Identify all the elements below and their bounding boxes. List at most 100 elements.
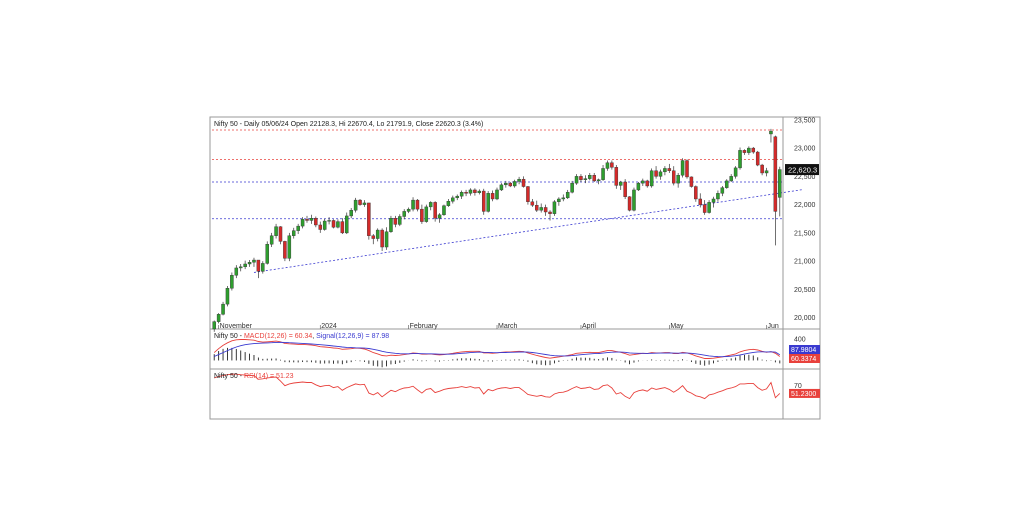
candle [345, 212, 349, 235]
candle [632, 187, 636, 212]
candle [552, 200, 557, 216]
candle-body [495, 189, 499, 200]
price-y-tick-label: 22,000 [794, 202, 816, 209]
candle-body [618, 181, 623, 186]
candle [481, 188, 486, 215]
candle [309, 214, 314, 224]
candle [605, 160, 610, 171]
candle-body [331, 220, 336, 228]
candle-body [424, 206, 429, 222]
candle [521, 176, 526, 188]
x-axis-label: 2024 [321, 323, 337, 330]
candle-body [645, 180, 649, 187]
candle [645, 179, 649, 188]
rsi-line [214, 373, 781, 400]
candle-body [530, 201, 535, 206]
candle-body [676, 175, 680, 184]
candle [596, 178, 601, 185]
candle-body [300, 219, 305, 227]
candle-body [442, 205, 446, 216]
candle [490, 190, 495, 202]
rsi-y-tick-label: 70 [794, 383, 802, 390]
candle [548, 210, 552, 221]
candle [773, 135, 778, 246]
candle-body [380, 229, 384, 248]
candle-body [733, 167, 738, 177]
candle-body [574, 176, 579, 184]
candle [230, 272, 234, 291]
candle [663, 166, 667, 176]
candle-body [274, 226, 278, 236]
candle [574, 174, 579, 185]
candle [733, 166, 738, 179]
candle-body [367, 202, 371, 236]
candle [512, 179, 517, 188]
candle [618, 180, 623, 190]
candle [437, 213, 442, 223]
candle-body [225, 288, 230, 305]
signal-series-label: Signal(12,26,9) = 87.98 [316, 333, 389, 340]
candle-body [473, 189, 477, 193]
candle-body [636, 182, 641, 191]
candle-body [291, 230, 296, 236]
candle [725, 179, 729, 189]
rsi-panel-frame [209, 368, 821, 420]
candle [641, 178, 645, 186]
candle [495, 187, 499, 201]
candle-body [265, 243, 269, 264]
price-y-tick-label: 23,000 [794, 146, 816, 153]
candle [667, 163, 672, 173]
candle-body [671, 170, 676, 184]
candle-body [649, 170, 654, 187]
candle-body [252, 259, 256, 263]
candle-body [610, 162, 614, 168]
candle [327, 217, 331, 225]
candle [380, 228, 384, 251]
candle [314, 216, 318, 228]
candle-body [508, 182, 513, 187]
candle-body [486, 193, 490, 212]
macd-value-label: 60.3374 [791, 356, 816, 363]
candle [561, 194, 566, 202]
macd-title: Nifty 50 - MACD(12,26) = 60.34, Signal(1… [214, 333, 389, 340]
candle [424, 204, 429, 223]
candle [221, 301, 225, 316]
candle-body [389, 217, 393, 232]
candle-body [384, 231, 389, 248]
candle [216, 313, 221, 324]
candle-body [539, 207, 543, 211]
candle-body [296, 225, 300, 231]
macd-series-label: MACD(12,26) = 60.34 [244, 333, 312, 340]
candle [402, 209, 406, 220]
candle [535, 200, 539, 212]
candle [468, 188, 473, 196]
candle-body [243, 263, 247, 268]
candle-body [269, 235, 274, 245]
candle [680, 158, 685, 178]
candle-body [685, 160, 689, 178]
candle [464, 189, 468, 197]
x-axis-label: November [220, 323, 253, 330]
candle [398, 214, 402, 227]
price-y-tick-label: 23,500 [794, 117, 816, 124]
candle-body [256, 259, 261, 272]
candle-body [481, 190, 486, 212]
candle [623, 179, 627, 199]
candle-body [526, 186, 530, 202]
candle-body [358, 199, 362, 205]
candle-body [747, 147, 751, 153]
candle [685, 159, 689, 179]
candle [278, 226, 283, 245]
candle-body [287, 235, 292, 259]
candle-body [760, 164, 764, 174]
candle [729, 174, 733, 183]
candle-body [499, 184, 504, 191]
price-y-tick-label: 20,500 [794, 287, 816, 294]
candle-body [557, 198, 561, 202]
candle-body [725, 180, 729, 188]
candle [406, 207, 411, 214]
candle [261, 261, 265, 274]
macd-y-tick-label: 400 [794, 336, 806, 343]
candle-body [230, 275, 234, 289]
candle-body [548, 211, 552, 214]
